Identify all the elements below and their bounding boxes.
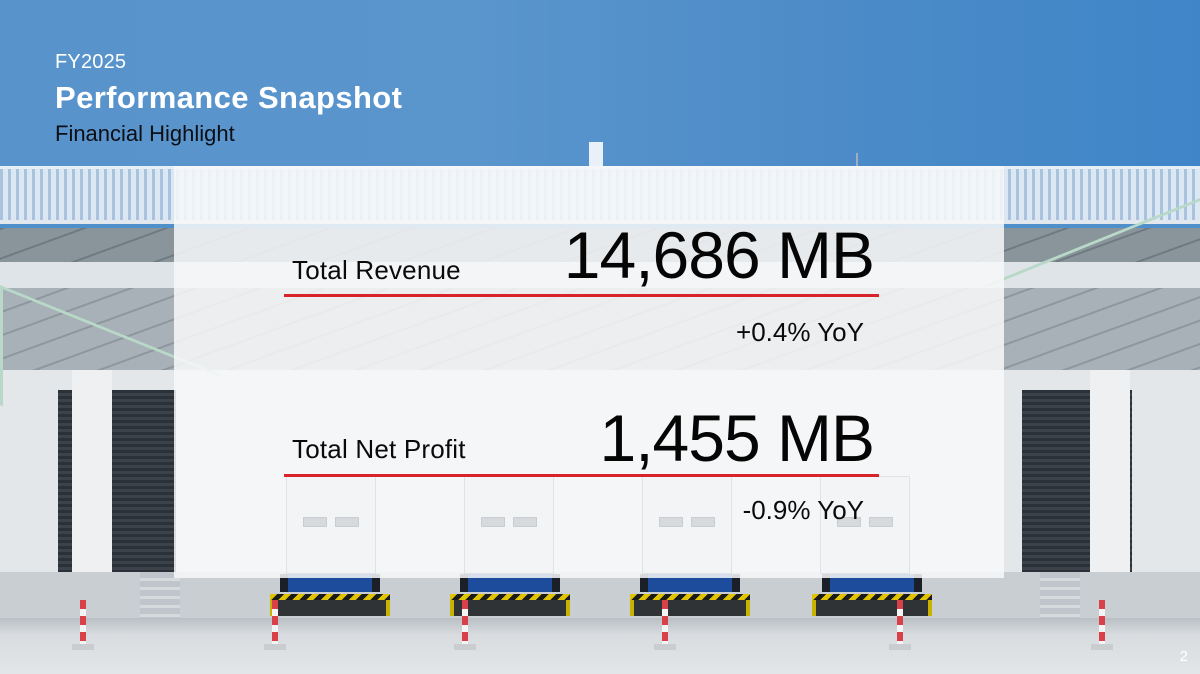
- leveler-plate: [822, 574, 922, 592]
- dock-door: [464, 476, 554, 574]
- content-panel: [174, 166, 1004, 578]
- dock-leveler: [270, 574, 390, 618]
- leveler-pit: [270, 600, 390, 616]
- metric-label: Total Revenue: [292, 255, 461, 285]
- hazard-stripe: [630, 594, 750, 600]
- bollard: [264, 600, 286, 650]
- dock-leveler: [630, 574, 750, 618]
- hazard-stripe: [450, 594, 570, 600]
- ground-pavement: [0, 618, 1200, 674]
- metric-underline: [284, 294, 879, 297]
- bollard: [72, 600, 94, 650]
- bollard: [654, 600, 676, 650]
- roof-spire: [589, 142, 603, 170]
- metric-yoy-change: +0.4% YoY: [736, 317, 864, 347]
- leveler-pit: [630, 600, 750, 616]
- hazard-stripe: [812, 594, 932, 600]
- leveler-plate: [460, 574, 560, 592]
- leveler-plate: [640, 574, 740, 592]
- bollard: [454, 600, 476, 650]
- dock-leveler: [812, 574, 932, 618]
- bollard: [1091, 600, 1113, 650]
- fiscal-year-label: FY2025: [55, 51, 127, 73]
- dock-door: [820, 476, 910, 574]
- dock-door: [286, 476, 376, 574]
- roof-antenna: [856, 153, 858, 167]
- metric-yoy-change: -0.9% YoY: [742, 495, 864, 525]
- page-number: 2: [1179, 648, 1188, 665]
- metric-value: 14,686 MB: [563, 218, 875, 292]
- leveler-plate: [280, 574, 380, 592]
- hazard-stripe: [270, 594, 390, 600]
- leveler-pit: [450, 600, 570, 616]
- pillar-right: [1090, 370, 1130, 600]
- metric-label: Total Net Profit: [292, 434, 466, 464]
- pillar-left: [72, 370, 112, 600]
- page-title: Performance Snapshot: [55, 80, 403, 115]
- stairs-right: [1040, 572, 1080, 618]
- leveler-pit: [812, 600, 932, 616]
- dock-door: [642, 476, 732, 574]
- metric-value: 1,455 MB: [599, 401, 875, 475]
- dock-leveler: [450, 574, 570, 618]
- metric-underline: [284, 474, 879, 477]
- stairs-left: [140, 572, 180, 618]
- dock-base: [0, 572, 1200, 620]
- bollard: [889, 600, 911, 650]
- page-subtitle: Financial Highlight: [55, 121, 235, 146]
